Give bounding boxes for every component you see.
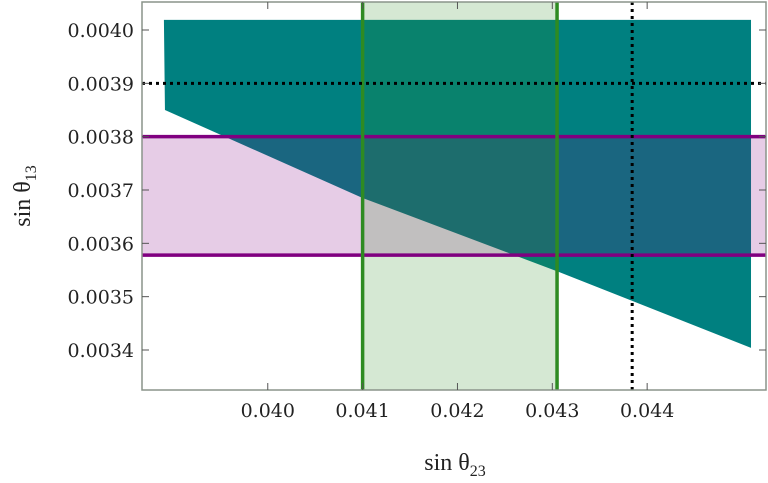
x-label-main: sin θ bbox=[424, 450, 470, 476]
frame bbox=[141, 1, 767, 391]
y-tick-label: 0.0037 bbox=[68, 180, 134, 202]
y-tick-label: 0.0038 bbox=[68, 127, 134, 149]
region bbox=[163, 19, 752, 348]
x-tick-label: 0.042 bbox=[430, 400, 484, 422]
x-axis-label: sin θ23 bbox=[424, 450, 486, 480]
x-tick-label: 0.044 bbox=[620, 400, 674, 422]
y-tick-label: 0.0036 bbox=[68, 233, 134, 255]
x-band bbox=[362, 2, 558, 390]
y-tick-label: 0.0040 bbox=[68, 20, 134, 42]
y-tick-label: 0.0035 bbox=[68, 287, 134, 309]
x-label-sub: 23 bbox=[470, 463, 486, 480]
x-tick-label: 0.043 bbox=[525, 400, 579, 422]
y-axis-label: sin θ13 bbox=[10, 165, 40, 227]
y-label-main: sin θ bbox=[10, 181, 36, 227]
x-tick-label: 0.040 bbox=[241, 400, 295, 422]
x-tick-label: 0.041 bbox=[335, 400, 389, 422]
y-band bbox=[142, 136, 766, 256]
y-tick-label: 0.0034 bbox=[68, 340, 134, 362]
y-tick-label: 0.0039 bbox=[68, 73, 134, 95]
y-label-sub: 13 bbox=[23, 165, 40, 181]
